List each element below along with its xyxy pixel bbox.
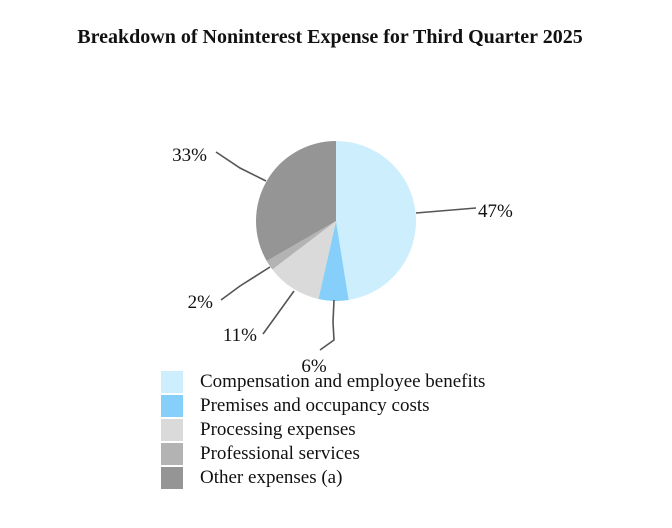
legend-label: Premises and occupancy costs [200,395,430,416]
legend-item: Professional services [161,442,485,466]
pie-slice-5 [256,141,336,261]
leader-line-1 [415,207,477,214]
slice-label-4: 2% [188,292,214,313]
chart-title: Breakdown of Noninterest Expense for Thi… [77,26,583,48]
pie-slice-3 [272,221,336,300]
pie-slice-4 [266,221,336,270]
leader-lines [215,151,477,351]
slice-label-2: 6% [301,356,327,377]
pie-slices [256,141,417,302]
legend-item: Premises and occupancy costs [161,394,485,418]
legend-label: Processing expenses [200,419,356,440]
leader-line-2 [319,299,335,351]
legend-label: Compensation and employee benefits [200,371,486,392]
leader-line-4 [220,266,271,301]
leader-line-5 [215,151,267,182]
slice-labels: 47% 6% 11% 2% 33% [172,145,513,377]
slice-label-1: 47% [478,201,513,222]
legend-label: Other expenses (a) [200,467,343,488]
legend-swatch [161,395,183,417]
legend-item: Processing expenses [161,418,485,442]
pie-slice-1 [336,141,417,300]
legend-label: Professional services [200,443,360,464]
leader-line-3 [262,290,295,335]
legend-item: Other expenses (a) [161,466,485,490]
legend-swatch [161,419,183,441]
pie-slice-2 [318,221,349,302]
slice-label-5: 33% [172,145,207,166]
legend-swatch [161,443,183,465]
legend-swatch [161,467,183,489]
slice-label-3: 11% [223,325,257,346]
legend-item: Compensation and employee benefits [161,370,485,394]
legend-swatch [161,371,183,393]
legend: Compensation and employee benefits Premis… [161,370,485,490]
